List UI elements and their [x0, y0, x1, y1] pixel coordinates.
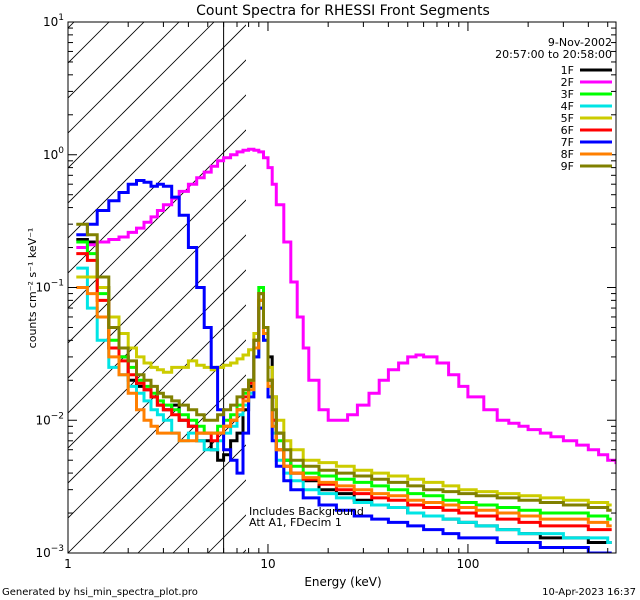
- footer-timestamp: 10-Apr-2023 16:37: [542, 587, 636, 598]
- legend-label-7F: 7F: [561, 136, 574, 149]
- x-tick-label: 100: [456, 557, 479, 571]
- chart-title: Count Spectra for RHESSI Front Segments: [196, 3, 490, 19]
- y-tick-label: 101: [43, 13, 64, 29]
- hatch-line: [68, 24, 246, 204]
- legend-label-3F: 3F: [561, 88, 574, 101]
- hatch-line: [68, 374, 246, 553]
- hatch-line: [207, 514, 246, 553]
- hatch-line: [68, 22, 215, 169]
- hatch-line: [68, 22, 110, 64]
- hatch-line: [68, 59, 246, 239]
- hatch-line: [137, 444, 246, 553]
- series-9F: [76, 222, 612, 512]
- hatch-line: [68, 129, 246, 309]
- hatch-line: [0, 0, 3, 553]
- date-label: 9-Nov-2002: [548, 36, 612, 49]
- hatch-line: [68, 234, 246, 414]
- legend-label-4F: 4F: [561, 100, 574, 113]
- hatch-line: [68, 22, 145, 99]
- x-axis-label: Energy (keV): [304, 575, 381, 589]
- hatch-line: [68, 304, 246, 484]
- y-tick-label: 10−2: [35, 411, 64, 427]
- hatch-line: [68, 22, 180, 134]
- y-tick-label: 100: [43, 146, 64, 162]
- time-range-label: 20:57:00 to 20:58:00: [495, 48, 612, 61]
- annotation-background: Includes Background: [249, 505, 364, 518]
- legend-label-8F: 8F: [561, 148, 574, 161]
- series-3F: [76, 240, 612, 521]
- hatch-line: [68, 22, 75, 29]
- legend-label-5F: 5F: [561, 112, 574, 125]
- x-tick-label: 10: [260, 557, 275, 571]
- series-8F: [76, 286, 612, 528]
- hatch-line: [68, 164, 246, 344]
- legend-label-9F: 9F: [561, 160, 574, 173]
- y-tick-label: 10−1: [35, 279, 64, 295]
- hatch-line: [68, 199, 246, 379]
- legend-label-2F: 2F: [561, 76, 574, 89]
- y-axis-label: counts cm⁻² s⁻¹ keV⁻¹: [26, 228, 39, 349]
- series-layer: [76, 147, 616, 553]
- legend-label-6F: 6F: [561, 124, 574, 137]
- legend-label-1F: 1F: [561, 64, 574, 77]
- footer-generated: Generated by hsi_min_spectra_plot.pro: [2, 587, 198, 598]
- x-tick-label: 1: [64, 557, 72, 571]
- hatch-line: [68, 339, 246, 519]
- hatch-line: [102, 409, 246, 553]
- axes: 1 10 100 10−3 10−2 10−1 100 101: [35, 13, 616, 571]
- y-tick-label: 10−3: [35, 544, 64, 560]
- shaded-region: [0, 0, 246, 553]
- series-2F: [76, 147, 616, 465]
- annotation-attenuator: Att A1, FDecim 1: [249, 516, 342, 529]
